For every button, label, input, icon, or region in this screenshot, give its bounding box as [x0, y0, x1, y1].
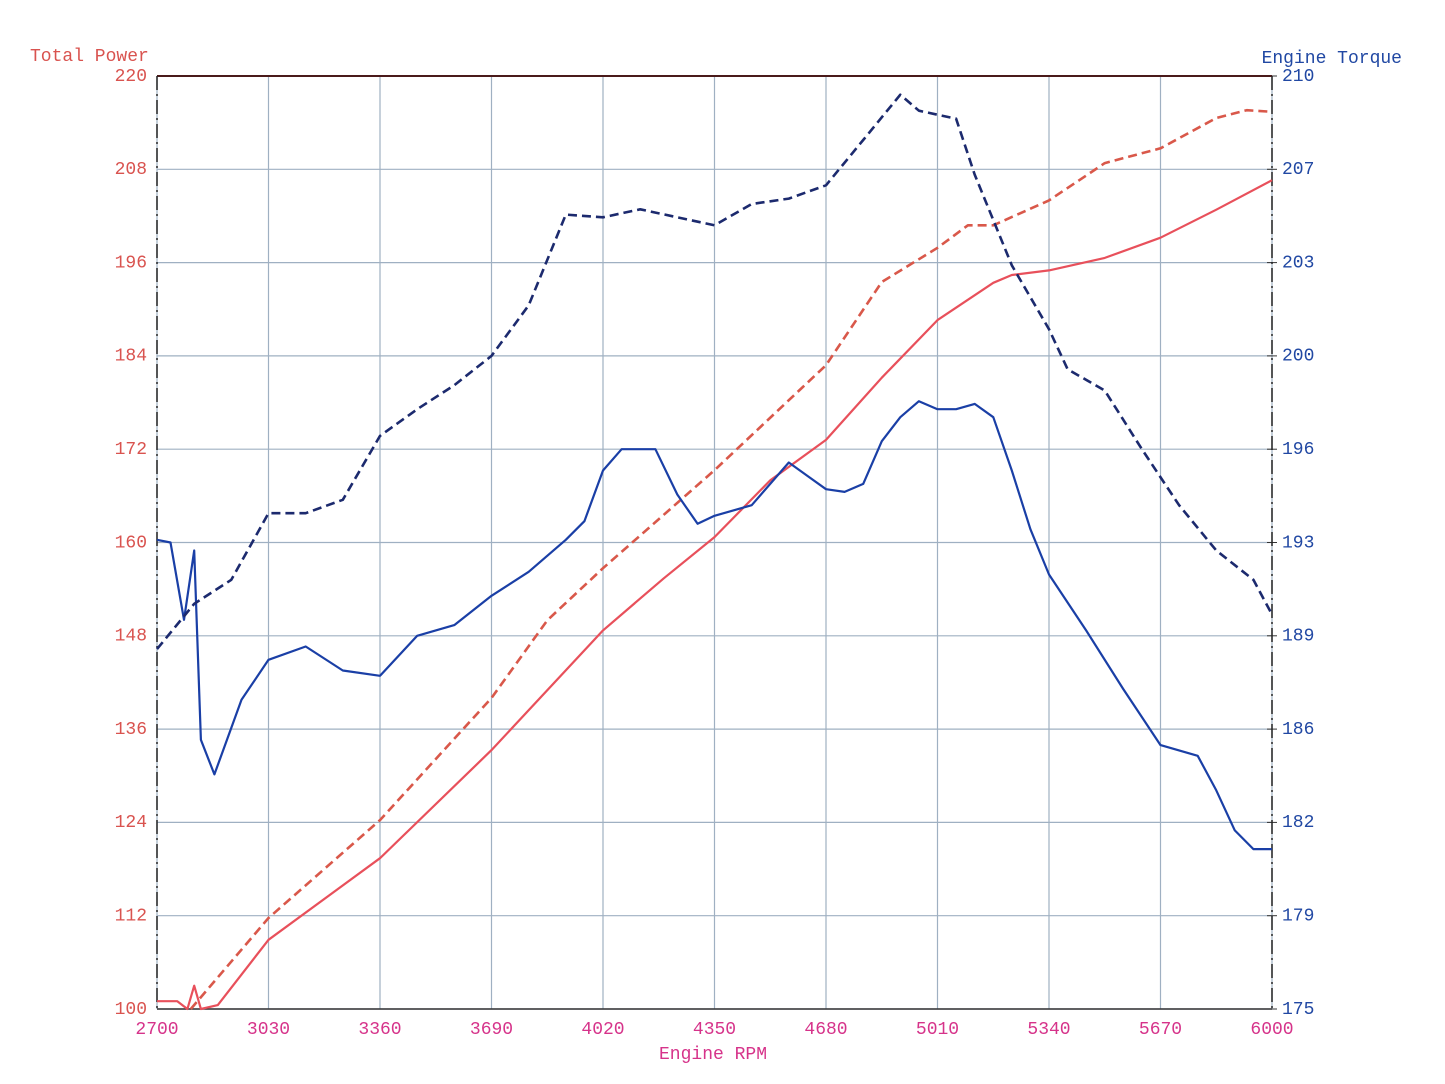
x-tick-label: 5340 — [1027, 1020, 1070, 1040]
x-tick-label: 2700 — [135, 1020, 178, 1040]
x-tick-label: 6000 — [1250, 1020, 1293, 1040]
y2-tick-label: 175 — [1282, 1000, 1314, 1020]
series-line — [155, 93, 1274, 650]
y2-tick-label: 203 — [1282, 253, 1314, 273]
series-line — [157, 179, 1273, 1011]
x-axis-label: Engine RPM — [659, 1045, 767, 1065]
x-tick-label: 5010 — [916, 1020, 959, 1040]
y2-tick-label: 193 — [1282, 533, 1314, 553]
y2-axis-label: Engine Torque — [1262, 49, 1402, 69]
x-tick-label: 4020 — [581, 1020, 624, 1040]
y-tick-label: 208 — [115, 160, 147, 180]
x-tick-label: 3360 — [358, 1020, 401, 1040]
y-tick-label: 136 — [115, 720, 147, 740]
y-tick-label: 160 — [115, 533, 147, 553]
y2-tick-label: 200 — [1282, 347, 1314, 367]
y2-tick-label: 210 — [1282, 67, 1314, 87]
y-tick-label: 196 — [115, 253, 147, 273]
y-tick-label: 220 — [115, 67, 147, 87]
y2-tick-label: 186 — [1282, 720, 1314, 740]
series-line — [189, 108, 1273, 1010]
series-line — [156, 400, 1272, 851]
y-tick-label: 172 — [115, 440, 147, 460]
x-tick-label: 3030 — [247, 1020, 290, 1040]
x-tick-label: 4680 — [804, 1020, 847, 1040]
y2-tick-label: 179 — [1282, 906, 1314, 926]
y-tick-label: 100 — [115, 1000, 147, 1020]
y-axis-label: Total Power — [30, 47, 149, 67]
x-tick-label: 5670 — [1139, 1020, 1182, 1040]
x-tick-label: 3690 — [470, 1020, 513, 1040]
y-tick-label: 184 — [115, 347, 147, 367]
y2-tick-label: 182 — [1282, 813, 1314, 833]
x-tick-label: 4350 — [693, 1020, 736, 1040]
y2-tick-label: 189 — [1282, 627, 1314, 647]
y-tick-label: 124 — [115, 813, 147, 833]
y2-tick-label: 196 — [1282, 440, 1314, 460]
y-tick-label: 148 — [115, 627, 147, 647]
y-tick-label: 112 — [115, 906, 147, 926]
y2-tick-label: 207 — [1282, 160, 1314, 180]
